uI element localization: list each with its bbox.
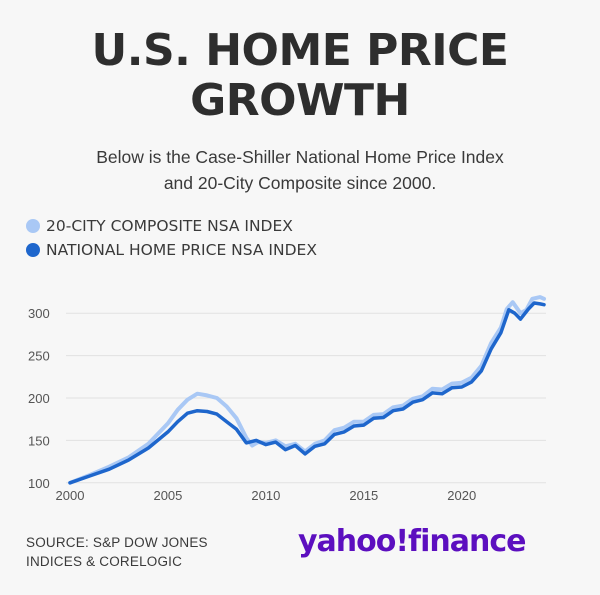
legend-swatch-national: [26, 243, 40, 257]
series-line-composite: [68, 295, 546, 485]
chart-title: U.S. HOME PRICE GROWTH: [0, 26, 600, 126]
legend-swatch-composite: [26, 219, 40, 233]
x-tick-label: 2020: [447, 488, 476, 503]
legend-item-national: NATIONAL HOME PRICE NSA INDEX: [26, 238, 317, 262]
yahoo-finance-logo: yahoo!finance: [298, 524, 526, 559]
legend-label-composite: 20-CITY COMPOSITE NSA INDEX: [46, 217, 293, 235]
x-tick-label: 2010: [251, 488, 280, 503]
title-line-1: U.S. HOME PRICE: [91, 25, 509, 76]
series-line-national: [68, 301, 546, 485]
y-tick-label: 100: [28, 476, 50, 491]
source-line-1: SOURCE: S&P DOW JONES: [26, 535, 208, 550]
chart-subtitle: Below is the Case-Shiller National Home …: [0, 144, 600, 196]
title-line-2: GROWTH: [190, 75, 410, 126]
x-tick-label: 2005: [153, 488, 182, 503]
legend-label-national: NATIONAL HOME PRICE NSA INDEX: [46, 241, 317, 259]
y-tick-label: 200: [28, 391, 50, 406]
subtitle-line-2: and 20-City Composite since 2000.: [163, 173, 437, 193]
x-tick-label: 2000: [56, 488, 85, 503]
grid-lines: [66, 312, 546, 484]
subtitle-line-1: Below is the Case-Shiller National Home …: [96, 147, 504, 167]
source-line-2: INDICES & CORELOGIC: [26, 554, 183, 569]
legend: 20-CITY COMPOSITE NSA INDEX NATIONAL HOM…: [26, 214, 317, 262]
legend-item-composite: 20-CITY COMPOSITE NSA INDEX: [26, 214, 317, 238]
series-lines: [68, 295, 546, 485]
y-tick-label: 250: [28, 349, 50, 364]
source-note: SOURCE: S&P DOW JONES INDICES & CORELOGI…: [26, 533, 208, 571]
x-axis-labels: 2000 2005 2010 2015 2020: [56, 488, 477, 503]
x-tick-label: 2015: [349, 488, 378, 503]
y-tick-label: 300: [28, 306, 50, 321]
y-tick-label: 150: [28, 433, 50, 448]
y-axis-labels: 100 150 200 250 300: [28, 306, 50, 491]
